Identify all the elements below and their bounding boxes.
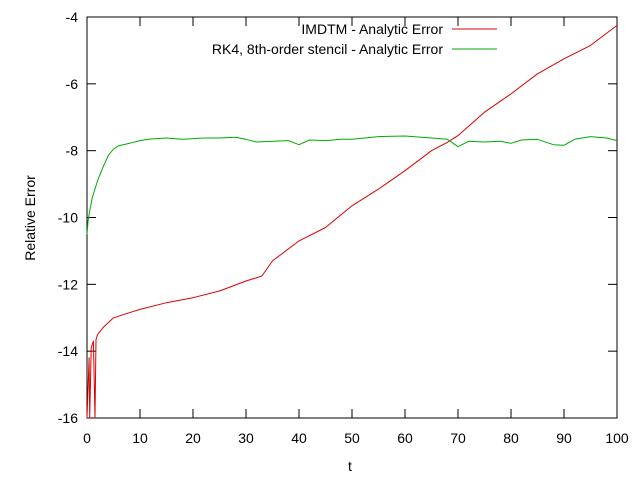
x-tick-label: 30 xyxy=(238,430,254,446)
x-tick-label: 10 xyxy=(132,430,148,446)
series-line-1 xyxy=(86,25,618,419)
tick-marks xyxy=(86,16,618,419)
y-tick-label: -8 xyxy=(66,143,79,159)
x-tick-label: 20 xyxy=(185,430,201,446)
legend-label-2: RK4, 8th-order stencil - Analytic Error xyxy=(212,41,443,57)
y-axis-label: Relative Error xyxy=(22,175,38,261)
y-tick-label: -14 xyxy=(58,343,78,359)
legend: IMDTM - Analytic Error RK4, 8th-order ste… xyxy=(212,21,497,57)
x-tick-label: 40 xyxy=(291,430,307,446)
x-tick-label: 60 xyxy=(397,430,413,446)
y-tick-label: -16 xyxy=(58,410,78,426)
x-tick-label: 80 xyxy=(503,430,519,446)
y-tick-label: -6 xyxy=(66,76,79,92)
y-tick-labels: -16 -14 -12 -10 -8 -6 -4 xyxy=(58,9,78,426)
plot-area xyxy=(86,16,618,419)
series-layer xyxy=(86,25,618,419)
plot-frame xyxy=(86,16,618,419)
x-tick-label: 90 xyxy=(556,430,572,446)
legend-label-1: IMDTM - Analytic Error xyxy=(301,21,443,37)
y-tick-label: -10 xyxy=(58,210,78,226)
x-axis-label: t xyxy=(348,458,352,474)
series-line-2 xyxy=(86,135,618,235)
x-tick-label: 70 xyxy=(450,430,466,446)
x-tick-label: 50 xyxy=(344,430,360,446)
x-tick-label: 0 xyxy=(83,430,91,446)
x-tick-label: 100 xyxy=(605,430,629,446)
y-tick-label: -4 xyxy=(66,9,79,25)
y-tick-label: -12 xyxy=(58,276,78,292)
x-tick-labels: 0 10 20 30 40 50 60 70 80 90 100 xyxy=(83,430,629,446)
